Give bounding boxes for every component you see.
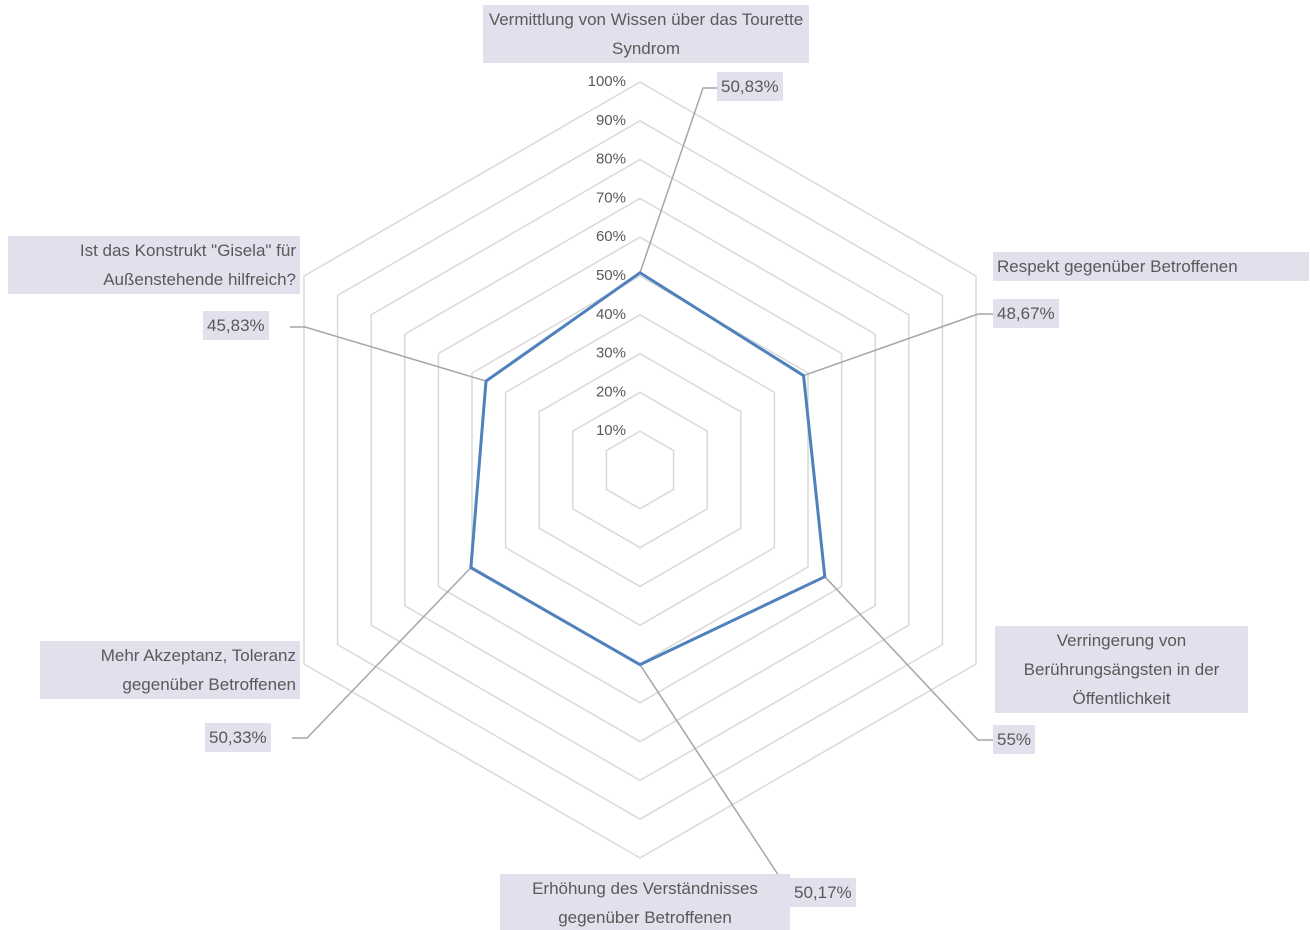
grid-ring <box>370 158 910 782</box>
grid-ring <box>404 197 876 743</box>
r-tick-label: 40% <box>596 306 626 323</box>
grid-ring <box>303 81 977 859</box>
r-tick-label: 10% <box>596 422 626 439</box>
r-tick-label: 80% <box>596 151 626 168</box>
r-tick-label: 90% <box>596 112 626 129</box>
category-label: Respekt gegenüber Betroffenen <box>993 252 1309 281</box>
leader-line <box>290 326 487 382</box>
r-tick-label: 60% <box>596 228 626 245</box>
leader-line <box>824 576 993 741</box>
grid-ring <box>437 236 843 704</box>
value-label: 45,83% <box>203 311 269 340</box>
category-label: Mehr Akzeptanz, Toleranz gegenüber Betro… <box>40 641 300 699</box>
leader-line <box>803 313 993 377</box>
r-tick-label: 30% <box>596 345 626 362</box>
grid-ring <box>471 275 809 665</box>
category-label: Erhöhung des Verständnisses gegenüber Be… <box>500 874 790 930</box>
series-line <box>469 271 827 667</box>
leader-line <box>639 87 717 274</box>
grid-ring <box>504 313 776 627</box>
value-label: 55% <box>993 725 1036 754</box>
grid-ring <box>336 119 944 821</box>
category-label: Vermittlung von Wissen über das Tourette… <box>483 5 809 63</box>
value-label: 48,67% <box>993 299 1059 328</box>
r-tick-label: 100% <box>588 73 626 90</box>
r-tick-label: 50% <box>596 267 626 284</box>
value-label: 50,17% <box>790 878 856 907</box>
r-tick-label: 70% <box>596 189 626 206</box>
grid-ring <box>605 430 675 510</box>
category-label: Ist das Konstrukt "Gisela" für Außensteh… <box>8 236 300 294</box>
category-label: Verringerung von Berührungsängsten in de… <box>995 626 1248 713</box>
grid-ring <box>538 352 742 588</box>
grid-ring <box>572 391 708 549</box>
r-tick-label: 20% <box>596 383 626 400</box>
value-label: 50,83% <box>717 72 783 101</box>
leader-line <box>292 567 472 739</box>
value-label: 50,33% <box>205 723 271 752</box>
